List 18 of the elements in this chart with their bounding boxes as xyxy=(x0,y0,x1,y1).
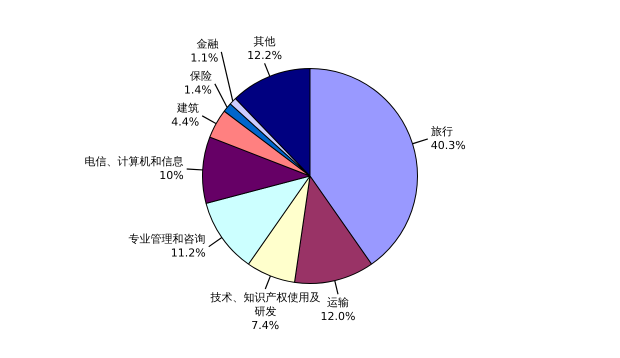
slice-label: 旅行 xyxy=(430,124,453,138)
slice-label: 专业管理和咨询 xyxy=(128,232,206,246)
slice-label: 电信、计算机和信息 xyxy=(84,154,184,168)
data-label: 12.2% xyxy=(247,49,282,62)
slice-label: 运输 xyxy=(326,296,349,310)
data-label: 10% xyxy=(159,168,184,182)
data-label: 1.1% xyxy=(190,52,218,65)
slice-label: 金融 xyxy=(196,38,218,51)
data-label: 40.3% xyxy=(430,138,466,152)
slice-label: 保险 xyxy=(190,70,212,83)
data-label: 7.4% xyxy=(251,318,280,332)
data-label: 12.0% xyxy=(320,310,356,324)
slice-label: 建筑 xyxy=(176,102,200,115)
slice-label: 其他 xyxy=(254,35,276,48)
data-label: 1.4% xyxy=(184,84,212,97)
data-label: 11.2% xyxy=(170,246,206,260)
data-label: 4.4% xyxy=(171,116,200,129)
slice-label: 技术、知识产权使用及研发 xyxy=(209,290,320,318)
